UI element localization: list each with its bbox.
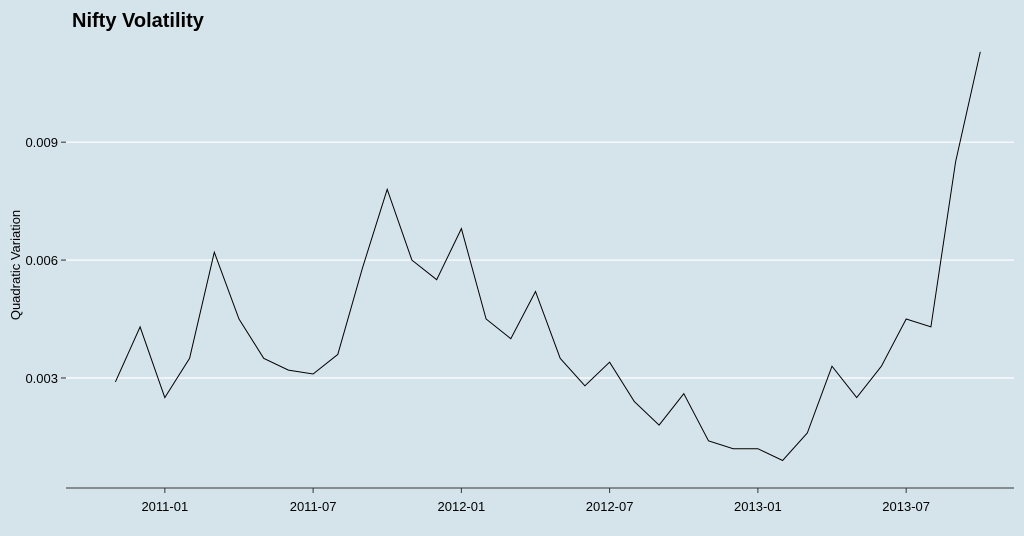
x-tick-label: 2011-07 [290,499,337,514]
x-tick-label: 2012-01 [438,499,486,514]
chart-title: Nifty Volatility [72,10,205,32]
x-tick-label: 2011-01 [141,499,188,514]
y-tick-label: 0.009 [25,135,58,150]
y-tick-label: 0.006 [25,253,58,268]
y-tick-label: 0.003 [25,371,58,386]
x-tick-label: 2013-07 [882,499,930,514]
x-tick-label: 2012-07 [586,499,634,514]
line-series [114,51,981,462]
y-axis-label: Quadratic Variation [8,210,23,320]
x-tick-label: 2013-01 [734,499,782,514]
